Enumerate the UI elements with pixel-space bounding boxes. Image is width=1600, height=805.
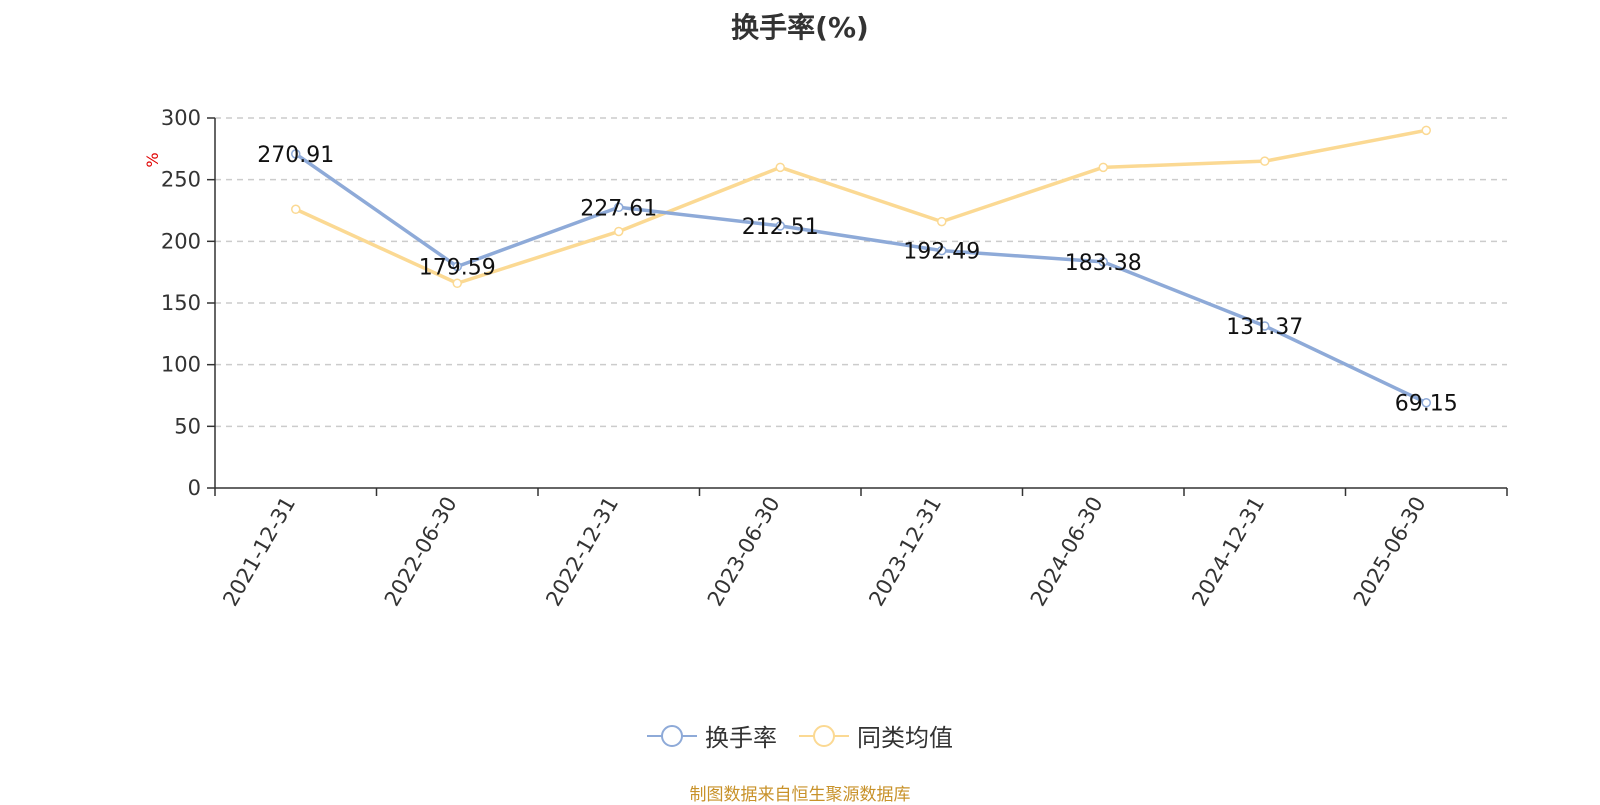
- data-point-peer-average: [452, 278, 462, 289]
- x-tick-label: 2025-06-30: [1349, 493, 1431, 611]
- x-tick-label: 2022-12-31: [541, 493, 623, 611]
- legend-item-peer-average[interactable]: 同类均值: [799, 718, 953, 753]
- axes: 0 50 100 150 200 250 300 2021-12-31 2022-06-30 20…: [161, 106, 1508, 611]
- y-tick-label: 200: [161, 229, 201, 253]
- data-label-turnover: 179.59: [419, 256, 496, 281]
- x-tick-label: 2023-06-30: [703, 493, 785, 611]
- x-tick-label: 2023-12-31: [864, 493, 946, 611]
- data-point-turnover: [1421, 397, 1431, 408]
- data-point-peer-average: [291, 204, 301, 215]
- data-point-peer-average: [937, 216, 947, 227]
- legend-item-turnover[interactable]: 换手率: [647, 718, 777, 753]
- x-tick-label: 2024-06-30: [1026, 493, 1108, 611]
- legend-label-turnover: 换手率: [705, 724, 777, 752]
- data-point-turnover: [937, 245, 947, 256]
- data-label-turnover: 227.61: [580, 196, 657, 221]
- data-labels: 270.91 179.59 227.61 212.51 192.49 183.38 131.…: [257, 143, 1457, 417]
- source-note: 制图数据来自恒生聚源数据库: [689, 785, 911, 805]
- data-point-turnover: [614, 202, 624, 213]
- data-point-peer-average: [1098, 162, 1108, 173]
- legend: 换手率 同类均值: [0, 718, 1600, 753]
- data-label-turnover: 212.51: [742, 215, 819, 240]
- x-tick-label: 2024-12-31: [1187, 493, 1269, 611]
- y-tick-label: 150: [161, 291, 201, 315]
- data-label-turnover: 270.91: [257, 143, 334, 168]
- legend-marker-peer-average: [799, 724, 849, 747]
- data-point-peer-average: [1260, 156, 1270, 166]
- series-line-turnover: [294, 152, 1428, 405]
- chart-title: 换手率(%): [731, 11, 869, 44]
- data-point-turnover: [775, 221, 785, 231]
- data-point-peer-average: [775, 162, 785, 173]
- y-tick-label: 50: [174, 414, 201, 438]
- data-label-turnover: 131.37: [1226, 315, 1303, 340]
- data-point-turnover: [452, 261, 462, 272]
- y-tick-label: 300: [161, 106, 201, 130]
- y-tick-label: 100: [161, 353, 201, 377]
- y-tick-label: 0: [188, 476, 201, 500]
- legend-label-peer-average: 同类均值: [857, 724, 953, 752]
- data-label-turnover: 69.15: [1395, 392, 1458, 417]
- grid-lines: [215, 117, 1507, 428]
- data-point-turnover: [291, 149, 301, 159]
- data-point-peer-average: [1421, 125, 1431, 136]
- y-axis-unit: %: [143, 152, 162, 167]
- series-line-peer-average: [295, 128, 1427, 286]
- legend-marker-turnover: [647, 724, 697, 747]
- data-point-turnover: [1098, 257, 1108, 267]
- data-label-turnover: 183.38: [1065, 251, 1142, 276]
- data-point-turnover: [1260, 321, 1270, 331]
- series-lines: [291, 125, 1431, 408]
- x-tick-label: 2022-06-30: [380, 493, 462, 611]
- data-label-turnover: 192.49: [903, 240, 980, 265]
- x-tick-label: 2021-12-31: [218, 493, 300, 611]
- y-tick-label: 250: [161, 168, 201, 192]
- data-point-peer-average: [614, 226, 624, 237]
